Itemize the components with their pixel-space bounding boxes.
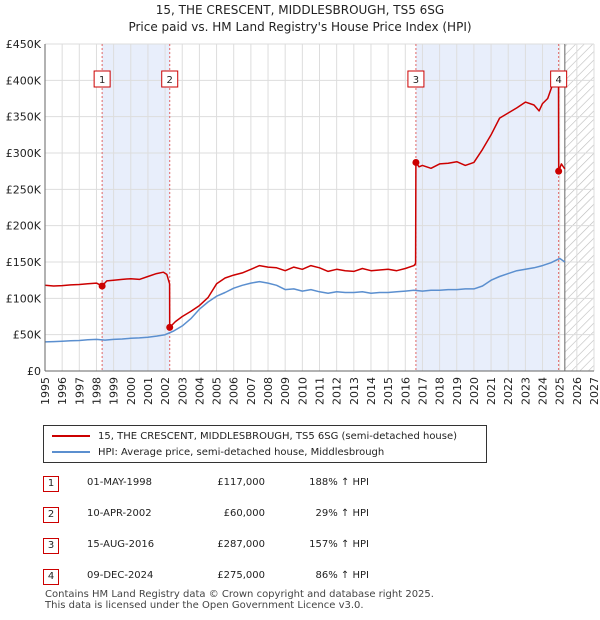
x-tick-label: 2014 xyxy=(365,377,378,405)
sale-row: 3 15-AUG-2016 £287,000 157% ↑ HPI xyxy=(43,536,383,558)
x-tick-label: 2018 xyxy=(434,377,447,405)
y-tick-label: £300K xyxy=(6,147,42,160)
x-tick-label: 2001 xyxy=(142,377,155,405)
x-tick-label: 2016 xyxy=(399,377,412,405)
sale-date: 01-MAY-1998 xyxy=(87,477,153,488)
sale-row: 2 10-APR-2002 £60,000 29% ↑ HPI xyxy=(43,505,383,527)
sale-marker-label: 4 xyxy=(555,75,561,86)
x-tick-label: 2013 xyxy=(348,377,361,405)
price-chart: 1 2 3 4 £0 £50K £100K £150K £200K £250K £300K £350K… xyxy=(6,38,600,405)
sale-price: £287,000 xyxy=(217,539,265,550)
sale-price: £275,000 xyxy=(217,570,265,581)
x-tick-label: 2002 xyxy=(159,377,172,405)
x-tick-label: 2026 xyxy=(571,377,584,405)
sale-hpi-change: 29% ↑ HPI xyxy=(315,508,369,519)
legend: 15, THE CRESCENT, MIDDLESBROUGH, TS5 6SG… xyxy=(43,425,487,463)
x-tick-label: 2021 xyxy=(485,377,498,405)
sale-point xyxy=(166,323,174,331)
y-tick-label: £400K xyxy=(6,74,42,87)
x-tick-label: 2023 xyxy=(519,377,532,405)
sale-price: £60,000 xyxy=(223,508,265,519)
sale-price: £117,000 xyxy=(217,477,265,488)
sale-marker-box xyxy=(93,70,111,88)
sale-marker-box xyxy=(161,70,179,88)
sale-row: 4 09-DEC-2024 £275,000 86% ↑ HPI xyxy=(43,567,383,589)
legend-item-property: 15, THE CRESCENT, MIDDLESBROUGH, TS5 6SG… xyxy=(52,428,457,444)
sale-number-badge: 2 xyxy=(43,507,59,523)
sale-point xyxy=(555,167,563,175)
chart-title: 15, THE CRESCENT, MIDDLESBROUGH, TS5 6SG xyxy=(155,3,445,17)
x-tick-label: 2012 xyxy=(331,377,344,405)
x-tick-label: 1997 xyxy=(73,377,86,405)
sale-number-badge: 1 xyxy=(43,476,59,492)
legend-item-hpi: HPI: Average price, semi-detached house,… xyxy=(52,444,384,460)
sale-marker-box xyxy=(407,70,425,88)
y-tick-label: £50K xyxy=(13,329,42,342)
x-tick-label: 2022 xyxy=(502,377,515,405)
x-tick-label: 2000 xyxy=(125,377,138,405)
x-tick-label: 2006 xyxy=(228,377,241,405)
sale-marker-label: 2 xyxy=(167,75,173,86)
sale-row: 1 01-MAY-1998 £117,000 188% ↑ HPI xyxy=(43,474,383,496)
y-tick-label: £450K xyxy=(6,38,42,51)
forecast-hatch xyxy=(564,44,594,371)
x-tick-label: 1996 xyxy=(56,377,69,405)
y-tick-label: £250K xyxy=(6,183,42,196)
x-tick-label: 2010 xyxy=(296,377,309,405)
x-tick-label: 2024 xyxy=(537,377,550,405)
sale-number-badge: 3 xyxy=(43,538,59,554)
shaded-period xyxy=(415,44,559,371)
x-tick-label: 2004 xyxy=(193,377,206,405)
x-tick-label: 1995 xyxy=(39,377,52,405)
x-tick-label: 2017 xyxy=(416,377,429,405)
y-tick-label: £200K xyxy=(6,220,42,233)
legend-swatch-hpi xyxy=(52,451,90,453)
sale-marker-label: 1 xyxy=(99,75,105,86)
sale-marker-box xyxy=(550,70,568,88)
y-tick-label: £0 xyxy=(27,365,41,378)
legend-label-property: 15, THE CRESCENT, MIDDLESBROUGH, TS5 6SG… xyxy=(98,430,458,442)
sale-hpi-change: 86% ↑ HPI xyxy=(315,570,369,581)
sale-point xyxy=(98,282,106,290)
sale-point xyxy=(412,158,420,166)
sale-hpi-change: 157% ↑ HPI xyxy=(309,539,369,550)
price-paid-line xyxy=(44,72,566,329)
x-tick-label: 1998 xyxy=(90,377,103,405)
y-tick-label: £100K xyxy=(6,292,42,305)
sale-hpi-change: 188% ↑ HPI xyxy=(309,477,369,488)
x-tick-label: 2020 xyxy=(468,377,481,405)
x-tick-label: 2008 xyxy=(262,377,275,405)
shaded-period xyxy=(102,44,170,371)
x-tick-label: 2009 xyxy=(279,377,292,405)
footer-copyright: Contains HM Land Registry data © Crown c… xyxy=(45,589,434,600)
sale-date: 15-AUG-2016 xyxy=(87,539,155,550)
y-tick-label: £150K xyxy=(6,256,42,269)
legend-swatch-property xyxy=(52,435,90,437)
x-tick-label: 2011 xyxy=(314,377,327,405)
footer-license: This data is licensed under the Open Gov… xyxy=(45,600,364,611)
x-tick-label: 2005 xyxy=(211,377,224,405)
sale-marker-label: 3 xyxy=(413,75,419,86)
chart-subtitle: Price paid vs. HM Land Registry's House … xyxy=(128,20,472,34)
sale-number-badge: 4 xyxy=(43,569,59,585)
y-tick-label: £350K xyxy=(6,111,42,124)
x-tick-label: 1999 xyxy=(108,377,121,405)
x-tick-label: 2003 xyxy=(176,377,189,405)
legend-label-hpi: HPI: Average price, semi-detached house,… xyxy=(98,446,385,458)
x-tick-label: 2007 xyxy=(245,377,258,405)
sale-date: 09-DEC-2024 xyxy=(87,570,154,581)
sale-date: 10-APR-2002 xyxy=(87,508,152,519)
x-tick-label: 2025 xyxy=(554,377,567,405)
x-tick-label: 2019 xyxy=(451,377,464,405)
hpi-line xyxy=(44,257,566,343)
x-tick-label: 2015 xyxy=(382,377,395,405)
x-tick-label: 2027 xyxy=(588,377,600,405)
